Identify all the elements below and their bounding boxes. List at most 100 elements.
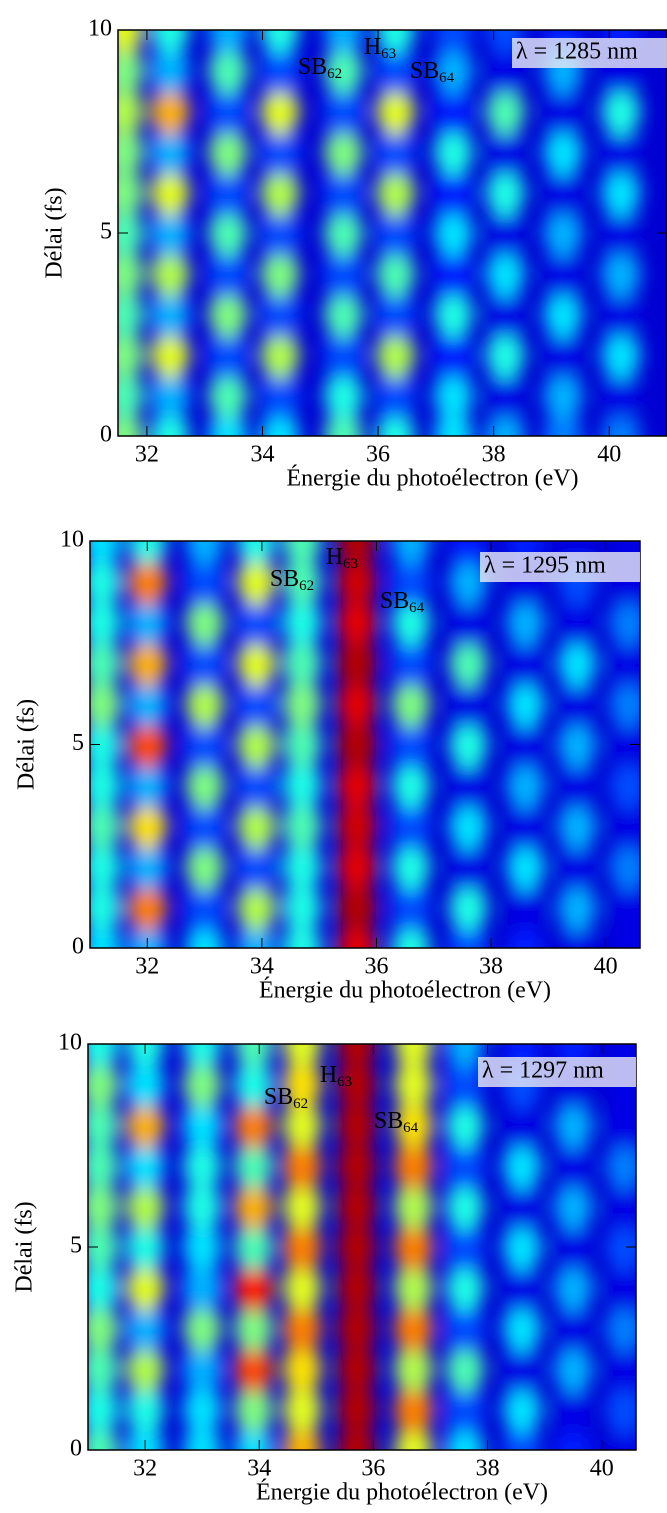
- heat-cell: [337, 923, 376, 948]
- heat-cell: [448, 541, 488, 566]
- heat-cell: [337, 1344, 376, 1394]
- heat-cell: [236, 541, 276, 566]
- heat-cell: [445, 1344, 484, 1394]
- heat-cell: [236, 557, 276, 607]
- heat-cell: [337, 1222, 376, 1272]
- heat-cell: [394, 1222, 433, 1272]
- heat-cell: [506, 597, 545, 647]
- heat-cell: [208, 330, 248, 380]
- annotation-base: SB: [270, 566, 299, 592]
- heat-cell: [394, 1425, 433, 1450]
- heat-cell: [182, 1263, 222, 1312]
- heat-cell: [337, 638, 376, 688]
- heat-cell: [118, 46, 144, 95]
- heat-cell: [543, 168, 583, 217]
- x-tick-label: 38: [476, 1456, 500, 1482]
- heat-cell: [208, 289, 248, 339]
- plot-area: [90, 541, 640, 948]
- heat-cell: [375, 30, 415, 55]
- heat-cell: [554, 1303, 593, 1353]
- heat-cell: [609, 638, 640, 688]
- heat-cell: [128, 541, 167, 566]
- heat-cell: [337, 679, 376, 729]
- heat-cell: [150, 411, 190, 436]
- annotation: H63: [320, 1062, 352, 1091]
- annotation-base: SB: [298, 54, 327, 80]
- heat-cell: [260, 46, 300, 95]
- heat-cell: [236, 923, 276, 948]
- annotation-base: H: [326, 544, 343, 570]
- x-tick-label: 40: [594, 954, 618, 980]
- heat-cell: [236, 760, 276, 810]
- heat-cell: [557, 638, 597, 688]
- heat-cell: [609, 760, 640, 810]
- heat-cell: [236, 638, 276, 688]
- heat-cell: [234, 1344, 273, 1394]
- heat-cell: [554, 1100, 593, 1150]
- heat-cell: [182, 1044, 222, 1069]
- heat-cell: [236, 679, 276, 729]
- heat-cell: [88, 1303, 119, 1353]
- heat-cell: [234, 1141, 273, 1191]
- heat-cell: [609, 882, 640, 932]
- heat-cell: [394, 1182, 433, 1231]
- heat-cell: [543, 371, 583, 420]
- heat-cell: [485, 127, 525, 177]
- heat-cell: [601, 86, 641, 136]
- heat-cell: [375, 127, 415, 177]
- annotation-sub: 63: [343, 556, 358, 572]
- heat-cell: [323, 127, 363, 177]
- y-tick-label: 5: [70, 1233, 82, 1259]
- heat-cell: [260, 411, 300, 436]
- heat-cell: [506, 923, 545, 948]
- heat-cell: [605, 1222, 636, 1272]
- heat-cell: [485, 289, 525, 339]
- heat-cell: [260, 208, 300, 258]
- heat-cell: [609, 597, 640, 647]
- heat-cell: [445, 1425, 484, 1450]
- heat-cell: [150, 208, 190, 258]
- heat-cell: [337, 1263, 376, 1312]
- annotation-sub: 63: [337, 1074, 352, 1090]
- heat-cell: [182, 1303, 222, 1353]
- heat-cell: [282, 1044, 322, 1069]
- heat-cell: [88, 1141, 119, 1191]
- heat-cell: [125, 1263, 165, 1312]
- heat-cell: [445, 1263, 484, 1312]
- heat-cell: [323, 411, 363, 436]
- heat-cell: [394, 1100, 433, 1150]
- heat-cell: [502, 1100, 542, 1150]
- heat-cell: [118, 127, 144, 177]
- heat-cell: [557, 720, 597, 769]
- heat-cell: [282, 1385, 322, 1434]
- heat-cell: [609, 801, 640, 851]
- heat-cell: [375, 168, 415, 217]
- heat-cell: [182, 1182, 222, 1231]
- heat-cell: [150, 330, 190, 380]
- heat-cell: [185, 923, 224, 948]
- y-tick-label: 10: [60, 527, 84, 553]
- heat-cell: [448, 679, 488, 729]
- y-tick-label: 10: [58, 1030, 82, 1056]
- annotation-sub: 62: [293, 1096, 308, 1112]
- heat-cell: [448, 720, 488, 769]
- heat-cell: [375, 249, 415, 298]
- heat-cell: [394, 1060, 433, 1109]
- x-tick-label: 40: [597, 442, 621, 468]
- heat-cell: [150, 249, 190, 298]
- heat-cell: [557, 882, 597, 932]
- heat-cell: [282, 842, 322, 892]
- heat-cell: [234, 1263, 273, 1312]
- heat-cell: [391, 923, 431, 948]
- heat-cell: [554, 1425, 593, 1450]
- heat-cell: [506, 882, 545, 932]
- heat-cell: [150, 168, 190, 217]
- heat-cell: [208, 46, 248, 95]
- heat-cell: [185, 638, 224, 688]
- heat-cell: [554, 1385, 593, 1434]
- heat-cell: [234, 1044, 273, 1069]
- heat-cell: [543, 411, 583, 436]
- heat-cell: [88, 1044, 119, 1069]
- heat-cell: [323, 46, 363, 95]
- heat-cell: [557, 679, 597, 729]
